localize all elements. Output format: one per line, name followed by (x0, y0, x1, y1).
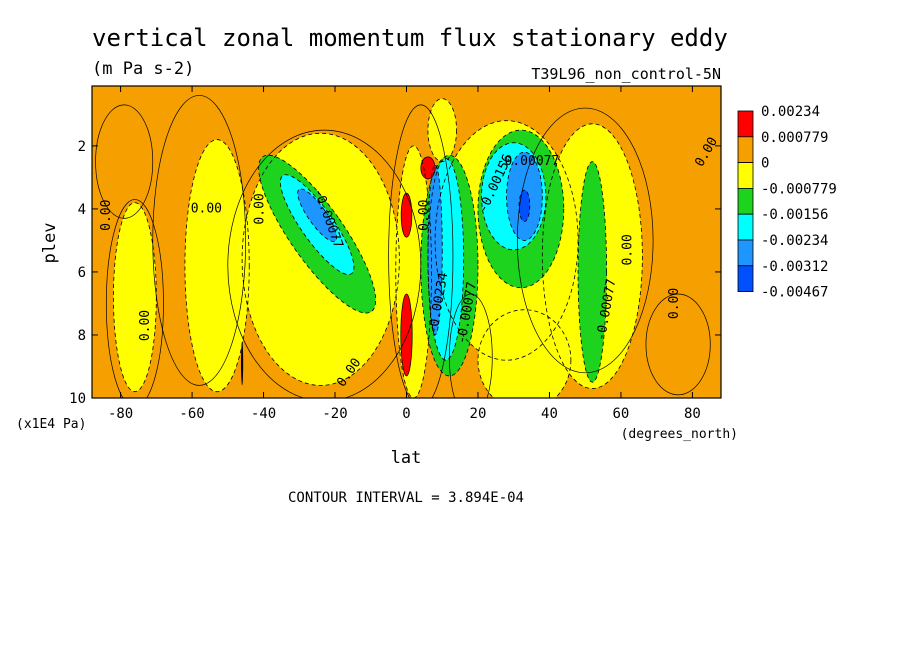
contour-line (477, 129, 565, 289)
contour-region (241, 341, 244, 386)
contour-line (297, 188, 338, 242)
contour-label: 0.00 (138, 310, 153, 341)
chart-title: vertical zonal momentum flux stationary … (92, 24, 728, 52)
colorbar-swatch (737, 213, 754, 241)
contour-region (400, 294, 413, 376)
colorbar-legend: 0.00234 0.000779 0 -0.000779 -0.00156 -0.0023… (737, 104, 837, 301)
y-axis-units: (x1E4 Pa) (16, 417, 86, 432)
colorbar-swatch (737, 136, 754, 164)
contour-line (227, 129, 422, 398)
contour-line (279, 174, 355, 275)
y-axis: 2 4 6 8 10 (69, 139, 721, 407)
contour-line (95, 104, 154, 219)
contour-region (420, 156, 436, 179)
contour-line (449, 293, 493, 398)
y-axis-label: plev (40, 223, 60, 264)
colorbar-swatch (737, 265, 754, 292)
colorbar-swatch (737, 162, 754, 189)
contour-label: 0.00 (621, 234, 636, 265)
contour-line (152, 95, 247, 386)
contour-region (297, 188, 337, 242)
x-axis-label: lat (391, 448, 422, 468)
contour-line (420, 156, 436, 180)
contour-line (420, 154, 479, 377)
colorbar-swatch (737, 239, 754, 267)
colorbar-label: -0.00467 (761, 285, 828, 301)
x-tick-label: 20 (470, 406, 487, 422)
contour-region (401, 193, 412, 238)
y-tick-label: 10 (69, 391, 86, 407)
x-tick-label: -60 (179, 406, 204, 422)
contour-line (516, 107, 654, 374)
contour-line (400, 293, 413, 377)
contour-line (184, 139, 250, 393)
x-tick-label: 40 (541, 406, 558, 422)
y-tick-label: 6 (78, 265, 86, 281)
contour-line (506, 151, 543, 241)
colorbar-label: 0.00234 (761, 104, 820, 120)
contour-region (519, 190, 530, 222)
x-tick-label: 80 (684, 406, 701, 422)
contour-line (400, 192, 413, 238)
x-tick-label: -80 (108, 406, 133, 422)
contour-regions (95, 95, 711, 398)
contour-line (395, 145, 432, 398)
colorbar-label: -0.00156 (761, 207, 828, 223)
contour-line (427, 158, 465, 361)
contour-region (578, 161, 607, 383)
y-tick-label: 4 (78, 202, 86, 218)
contour-label: 0.00 (252, 193, 267, 224)
colorbar-swatch (737, 110, 754, 138)
y-tick-label: 2 (78, 139, 86, 155)
colorbar-label: 0.000779 (761, 130, 828, 146)
colorbar-label: 0 (761, 156, 769, 172)
contour-line (577, 161, 608, 383)
x-tick-label: 60 (613, 406, 630, 422)
contour-region (184, 139, 250, 392)
contour-region (477, 309, 571, 398)
colorbar-swatch (737, 187, 754, 215)
contour-line (241, 132, 400, 386)
chart-units: (m Pa s-2) (92, 59, 194, 79)
x-axis: -80 -60 -40 -20 0 20 40 60 80 (108, 86, 701, 422)
x-tick-label: 0 (402, 406, 410, 422)
contour-label: 0.00 (667, 288, 682, 319)
contour-line (477, 309, 572, 398)
contour-line (518, 189, 531, 222)
contour-region (427, 98, 457, 162)
plot-area: 0.000.000.00 0.00 -0.000770.000.00-0.00234… (91, 85, 722, 399)
contour-region (645, 294, 711, 395)
x-tick-label: -20 (322, 406, 347, 422)
contour-interval: CONTOUR INTERVAL = 3.894E-04 (288, 490, 524, 506)
contour-label: 0.00 (99, 200, 114, 231)
contour-line (541, 123, 643, 389)
x-tick-label: -40 (251, 406, 276, 422)
run-label: T39L96_non_control-5N (531, 65, 721, 83)
contour-line (481, 142, 547, 251)
colorbar-label: -0.00234 (761, 233, 828, 249)
contour-line (388, 104, 454, 398)
contour-line (434, 120, 579, 361)
contour-label: -0.00077 (497, 154, 560, 169)
contour-label: 0.00 (191, 201, 222, 216)
contour-line (105, 199, 164, 398)
contour-region (95, 104, 153, 219)
contour-lines (95, 95, 711, 398)
contour-label: 0.00 (417, 200, 432, 231)
x-axis-units: (degrees_north) (621, 427, 738, 442)
colorbar-label: -0.000779 (761, 181, 837, 197)
contour-line (113, 202, 157, 393)
y-tick-label: 8 (78, 328, 86, 344)
contour-line (645, 293, 711, 396)
contour-line (427, 98, 457, 163)
colorbar-label: -0.00312 (761, 259, 828, 275)
contour-region (113, 202, 157, 392)
contour-line (427, 164, 443, 336)
